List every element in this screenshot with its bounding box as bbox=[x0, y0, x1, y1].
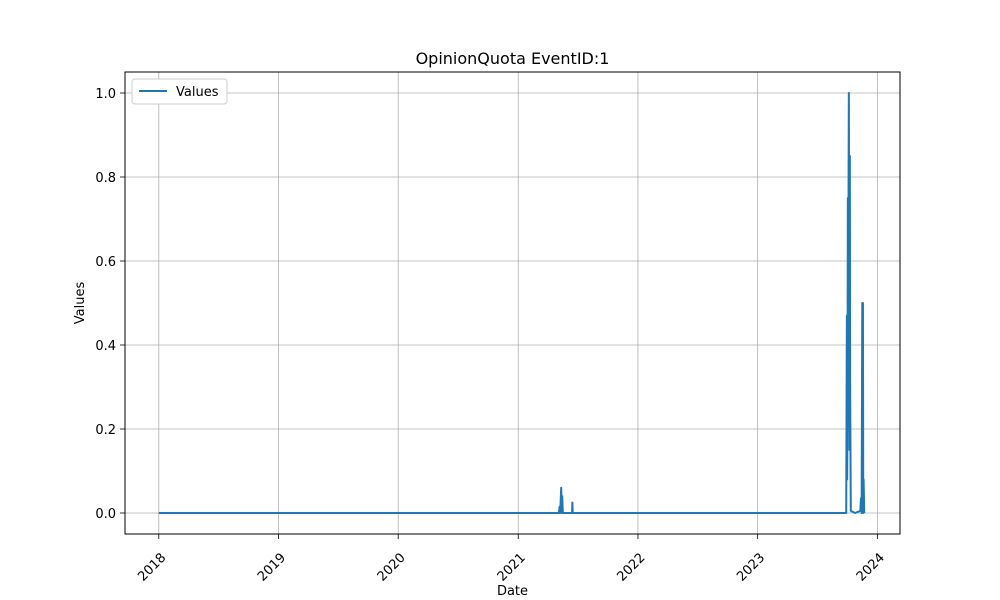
y-tick-label: 0.8 bbox=[95, 171, 116, 186]
y-axis-label: Values bbox=[73, 282, 88, 325]
y-tick-label: 0.0 bbox=[95, 507, 116, 522]
plot-frame bbox=[124, 71, 901, 535]
legend-entry-values: Values bbox=[176, 85, 219, 100]
series-line-values bbox=[158, 92, 866, 514]
legend-box bbox=[131, 78, 228, 105]
chart-title: OpinionQuota EventID:1 bbox=[416, 49, 610, 68]
y-tick-label: 0.2 bbox=[95, 423, 116, 438]
legend: Values bbox=[131, 78, 228, 105]
y-tick-label: 0.6 bbox=[95, 255, 116, 270]
x-axis-label: Date bbox=[497, 584, 528, 599]
series-layer bbox=[158, 92, 866, 514]
y-tick-label: 0.4 bbox=[95, 339, 116, 354]
y-axis: 0.0 0.2 0.4 0.6 0.8 1.0 bbox=[95, 87, 125, 522]
y-tick-label: 1.0 bbox=[95, 87, 116, 102]
